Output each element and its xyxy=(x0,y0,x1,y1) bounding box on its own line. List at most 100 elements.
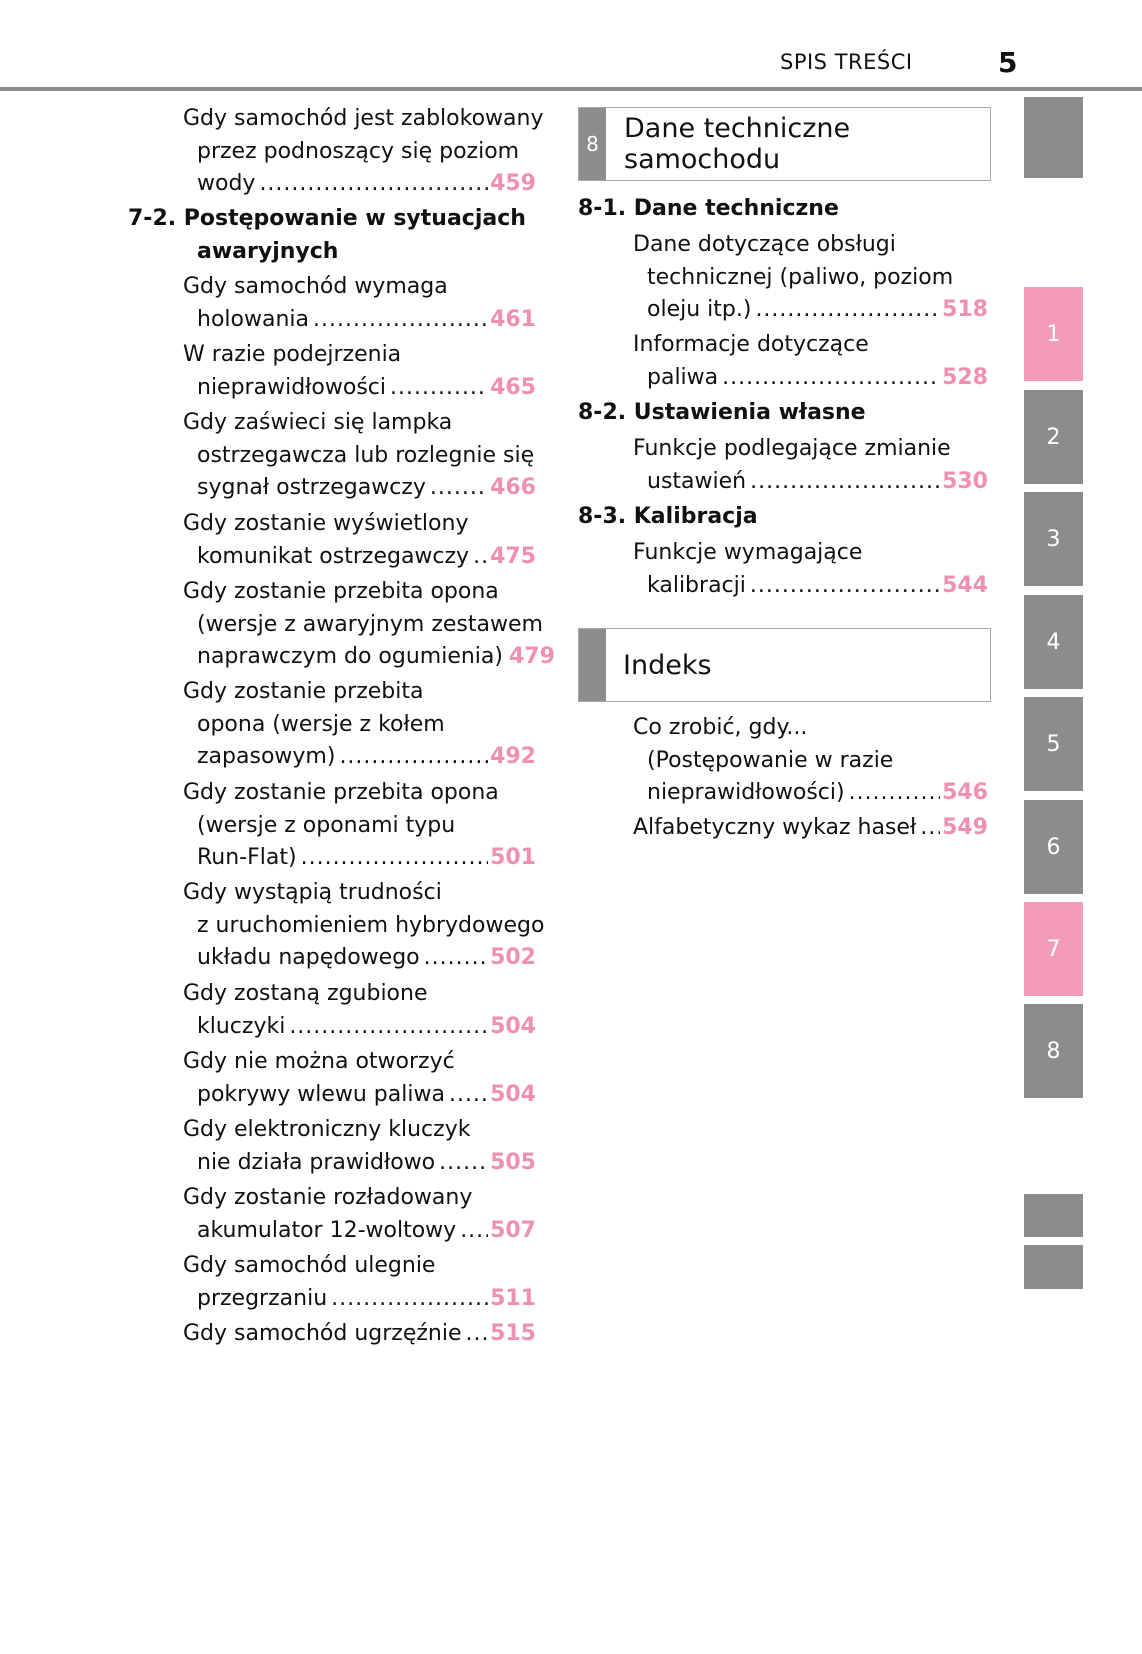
entry-text: opona (wersje z kołem xyxy=(197,711,445,737)
toc-entry[interactable]: Dane dotyczące obsługi technicznej (paliw… xyxy=(633,229,988,327)
toc-entry[interactable]: Gdy nie można otworzyć pokrywy wlewu pali… xyxy=(183,1046,536,1111)
dot-leader xyxy=(750,466,940,499)
entry-text: Gdy zaświeci się lampka xyxy=(183,410,453,435)
dot-leader xyxy=(439,1147,488,1180)
page-reference[interactable]: 504 xyxy=(490,1081,536,1107)
entry-text: (wersje z oponami typu xyxy=(197,812,456,838)
entry-text: 7-2. Postępowanie w sytuacjach xyxy=(128,206,526,231)
toc-entry[interactable]: Gdy samochód ugrzęźnie 515 xyxy=(183,1318,536,1351)
page-reference[interactable]: 549 xyxy=(942,815,988,840)
page-reference[interactable]: 492 xyxy=(490,744,536,769)
toc-heading[interactable]: 8-2. Ustawienia własne xyxy=(578,397,988,430)
page-reference[interactable]: 518 xyxy=(942,297,988,322)
section-title: Indeks xyxy=(623,649,712,681)
entry-text: pokrywy wlewu paliwa xyxy=(197,1081,445,1107)
toc-entry[interactable]: Alfabetyczny wykaz haseł 549 xyxy=(633,812,988,845)
toc-heading[interactable]: 8-1. Dane techniczne xyxy=(578,193,988,226)
toc-entry[interactable]: Gdy zostanie przebita opona (wersje z opo… xyxy=(183,777,536,875)
page-reference[interactable]: 515 xyxy=(490,1321,536,1346)
entry-text: akumulator 12-woltowy xyxy=(197,1217,457,1243)
page-reference[interactable]: 530 xyxy=(942,468,988,494)
entry-text: Alfabetyczny wykaz haseł xyxy=(633,815,917,840)
dot-leader xyxy=(920,812,940,845)
toc-entry[interactable]: Funkcje podlegające zmianie ustawień 530 xyxy=(633,433,988,498)
running-header-title: SPIS TREŚCI xyxy=(780,50,913,74)
entry-text: sygnał ostrzegawczy xyxy=(197,475,426,500)
toc-entry[interactable]: Gdy zostanie przebita opona (wersje z koł… xyxy=(183,676,536,774)
chapter-tab-4[interactable]: 4 xyxy=(1024,595,1083,689)
page-reference[interactable]: 465 xyxy=(490,374,536,400)
page-reference[interactable]: 502 xyxy=(490,945,536,970)
page-reference[interactable]: 461 xyxy=(490,306,536,332)
entry-text: 8-2. Ustawienia własne xyxy=(578,400,866,425)
dot-leader xyxy=(259,168,488,201)
section-number: 8 xyxy=(579,108,606,180)
page-reference[interactable]: 466 xyxy=(490,475,536,500)
chapter-tab-6[interactable]: 6 xyxy=(1024,800,1083,894)
toc-entry[interactable]: Gdy samochód wymaga holowania 461 xyxy=(183,271,536,336)
section-strip xyxy=(579,629,606,701)
toc-entry[interactable]: Gdy elektroniczny kluczyk nie działa praw… xyxy=(183,1114,536,1179)
entry-text: (Postępowanie w razie xyxy=(647,747,894,773)
page-reference[interactable]: 546 xyxy=(942,780,988,805)
page-reference[interactable]: 459 xyxy=(490,171,536,196)
toc-entry[interactable]: Funkcje wymagające kalibracji 544 xyxy=(633,537,988,602)
page-reference[interactable]: 501 xyxy=(490,845,536,870)
entry-text: Informacje dotyczące xyxy=(633,332,869,357)
dot-leader xyxy=(449,1079,488,1112)
chapter-tab-2[interactable]: 2 xyxy=(1024,390,1083,484)
entry-text: Gdy samochód wymaga xyxy=(183,274,448,299)
page-reference[interactable]: 507 xyxy=(490,1217,536,1243)
page-reference[interactable]: 544 xyxy=(942,572,988,598)
page-reference[interactable]: 475 xyxy=(490,543,536,569)
dot-leader xyxy=(750,570,940,603)
entry-text: Gdy zostanie rozładowany xyxy=(183,1185,473,1210)
page-reference[interactable]: 479 xyxy=(508,644,555,669)
dot-leader xyxy=(331,1283,488,1316)
entry-text: Gdy zostanie przebita opona xyxy=(183,780,499,805)
toc-entry[interactable]: W razie podejrzenia nieprawidłowości 465 xyxy=(183,339,536,404)
toc-entry[interactable]: Gdy zostanie przebita opona (wersje z awa… xyxy=(183,576,555,674)
page-reference[interactable]: 511 xyxy=(490,1285,536,1311)
page-reference[interactable]: 504 xyxy=(490,1013,536,1039)
entry-text: kluczyki xyxy=(197,1013,286,1039)
entry-text: Gdy zostanie przebita xyxy=(183,679,424,704)
toc-entry[interactable]: Gdy zaświeci się lampka ostrzegawcza lub … xyxy=(183,407,536,505)
chapter-tab-7[interactable]: 7 xyxy=(1024,902,1083,996)
entry-text: z uruchomieniem hybrydowego xyxy=(197,912,545,938)
chapter-tab-1[interactable]: 1 xyxy=(1024,287,1083,381)
section-8-box[interactable]: 8 Dane techniczne samochodu xyxy=(578,107,991,181)
entry-text: Gdy samochód ulegnie xyxy=(183,1253,436,1278)
chapter-tab-3[interactable]: 3 xyxy=(1024,492,1083,586)
page-reference[interactable]: 505 xyxy=(490,1149,536,1175)
toc-entry[interactable]: Informacje dotyczące paliwa 528 xyxy=(633,329,988,394)
chapter-tab-5[interactable]: 5 xyxy=(1024,697,1083,791)
page-reference[interactable]: 528 xyxy=(942,364,988,390)
toc-heading[interactable]: 8-3. Kalibracja xyxy=(578,501,988,534)
chapter-tab-8[interactable]: 8 xyxy=(1024,1004,1083,1098)
blank-tab[interactable] xyxy=(1024,1245,1083,1289)
toc-entry[interactable]: Gdy wystąpią trudności z uruchomieniem hy… xyxy=(183,877,544,975)
toc-entry[interactable]: Gdy zostaną zgubione kluczyki 504 xyxy=(183,978,536,1043)
toc-entry[interactable]: Gdy zostanie wyświetlony komunikat ostrze… xyxy=(183,508,536,573)
entry-text: naprawczym do ogumienia) xyxy=(197,644,503,669)
section-index-box[interactable]: Indeks xyxy=(578,628,991,702)
entry-text: nie działa prawidłowo xyxy=(197,1149,436,1175)
entry-text: Gdy samochód ugrzęźnie xyxy=(183,1321,462,1346)
toc-entry[interactable]: Gdy samochód ulegnie przegrzaniu 511 xyxy=(183,1250,536,1315)
entry-text: paliwa xyxy=(647,364,719,390)
toc-entry[interactable]: Gdy samochód jest zablokowany przez podno… xyxy=(183,103,543,201)
entry-text: wody xyxy=(197,171,256,196)
entry-text: ostrzegawcza lub rozlegnie się xyxy=(197,442,535,468)
toc-entry[interactable]: Co zrobić, gdy... (Postępowanie w razie ni… xyxy=(633,712,988,810)
blank-tab[interactable] xyxy=(1024,97,1083,178)
dot-leader xyxy=(466,1318,489,1351)
entry-text: oleju itp.) xyxy=(647,297,752,322)
entry-text: zapasowym) xyxy=(197,744,336,769)
entry-text: Dane dotyczące obsługi xyxy=(633,232,896,257)
toc-entry[interactable]: Gdy zostanie rozładowany akumulator 12-wo… xyxy=(183,1182,536,1247)
section-title: Dane techniczne samochodu xyxy=(624,113,851,175)
blank-tab[interactable] xyxy=(1024,1194,1083,1237)
entry-text: komunikat ostrzegawczy xyxy=(197,543,470,569)
toc-heading[interactable]: 7-2. Postępowanie w sytuacjach awaryjnych xyxy=(128,203,536,268)
